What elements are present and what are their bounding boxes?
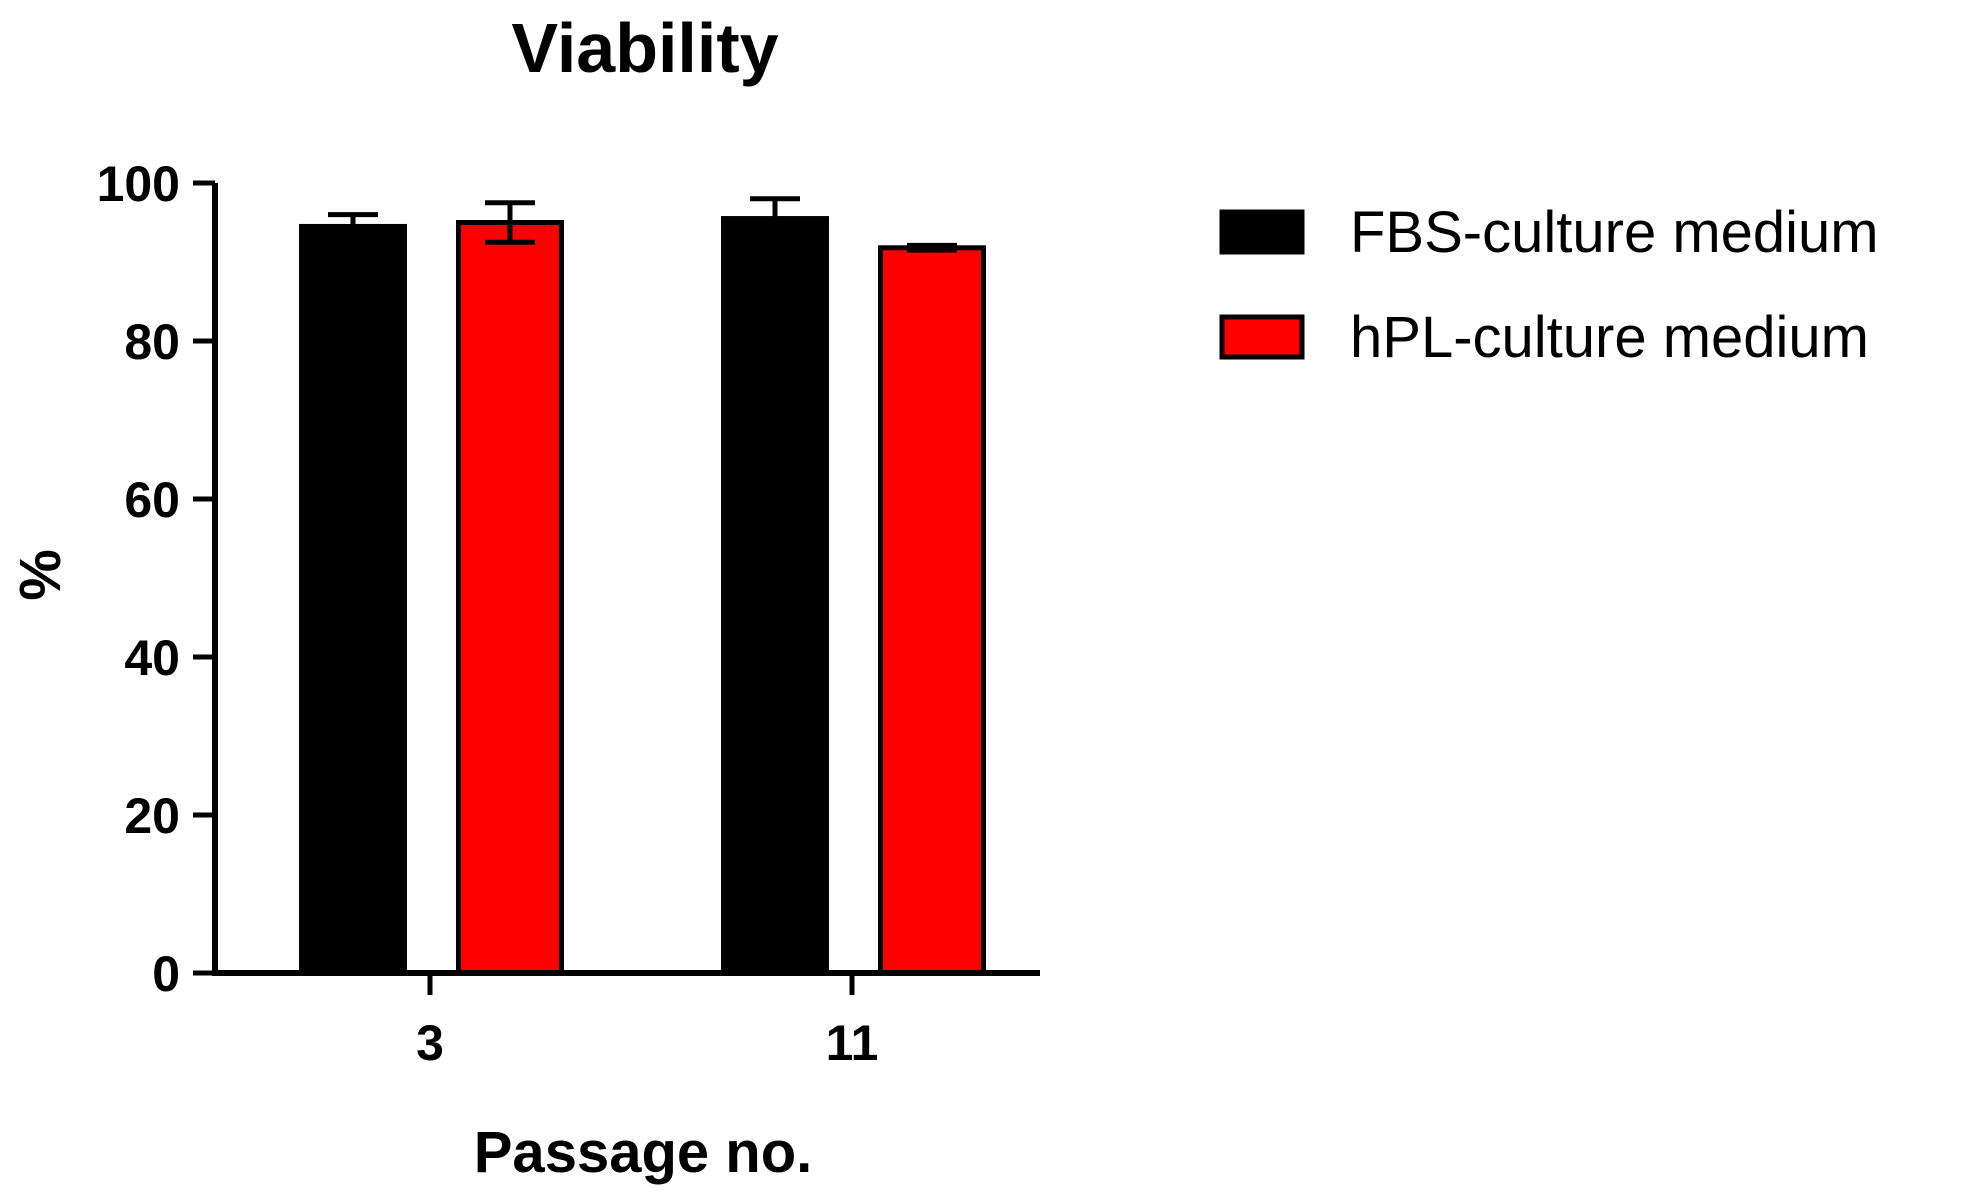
y-tick-label-4: 80 — [124, 314, 180, 370]
y-tick-label-0: 0 — [152, 946, 180, 1002]
y-tick-label-1: 20 — [124, 788, 180, 844]
bar-0-0 — [299, 223, 407, 976]
plot-area: 0 20 40 60 80 100 3 11 — [97, 156, 1040, 1071]
x-axis-label: Passage no. — [474, 1120, 812, 1185]
y-tick-label-5: 100 — [97, 156, 180, 212]
legend: FBS-culture medium hPL-culture medium — [1219, 200, 1879, 370]
y-tick-label-3: 60 — [124, 472, 180, 528]
x-tick-label-1: 11 — [826, 1015, 879, 1071]
bar-1-0 — [456, 220, 564, 976]
legend-label-1: hPL-culture medium — [1350, 305, 1869, 370]
y-axis-label: % — [8, 549, 73, 601]
bar-0-1 — [721, 216, 829, 976]
bar-1-1 — [878, 245, 986, 976]
x-tick-label-0: 3 — [416, 1015, 444, 1071]
legend-swatch-1 — [1219, 314, 1305, 360]
y-tick-label-2: 40 — [124, 630, 180, 686]
chart-title: Viability — [511, 9, 778, 87]
legend-swatch-0 — [1219, 209, 1305, 255]
legend-label-0: FBS-culture medium — [1350, 200, 1879, 265]
